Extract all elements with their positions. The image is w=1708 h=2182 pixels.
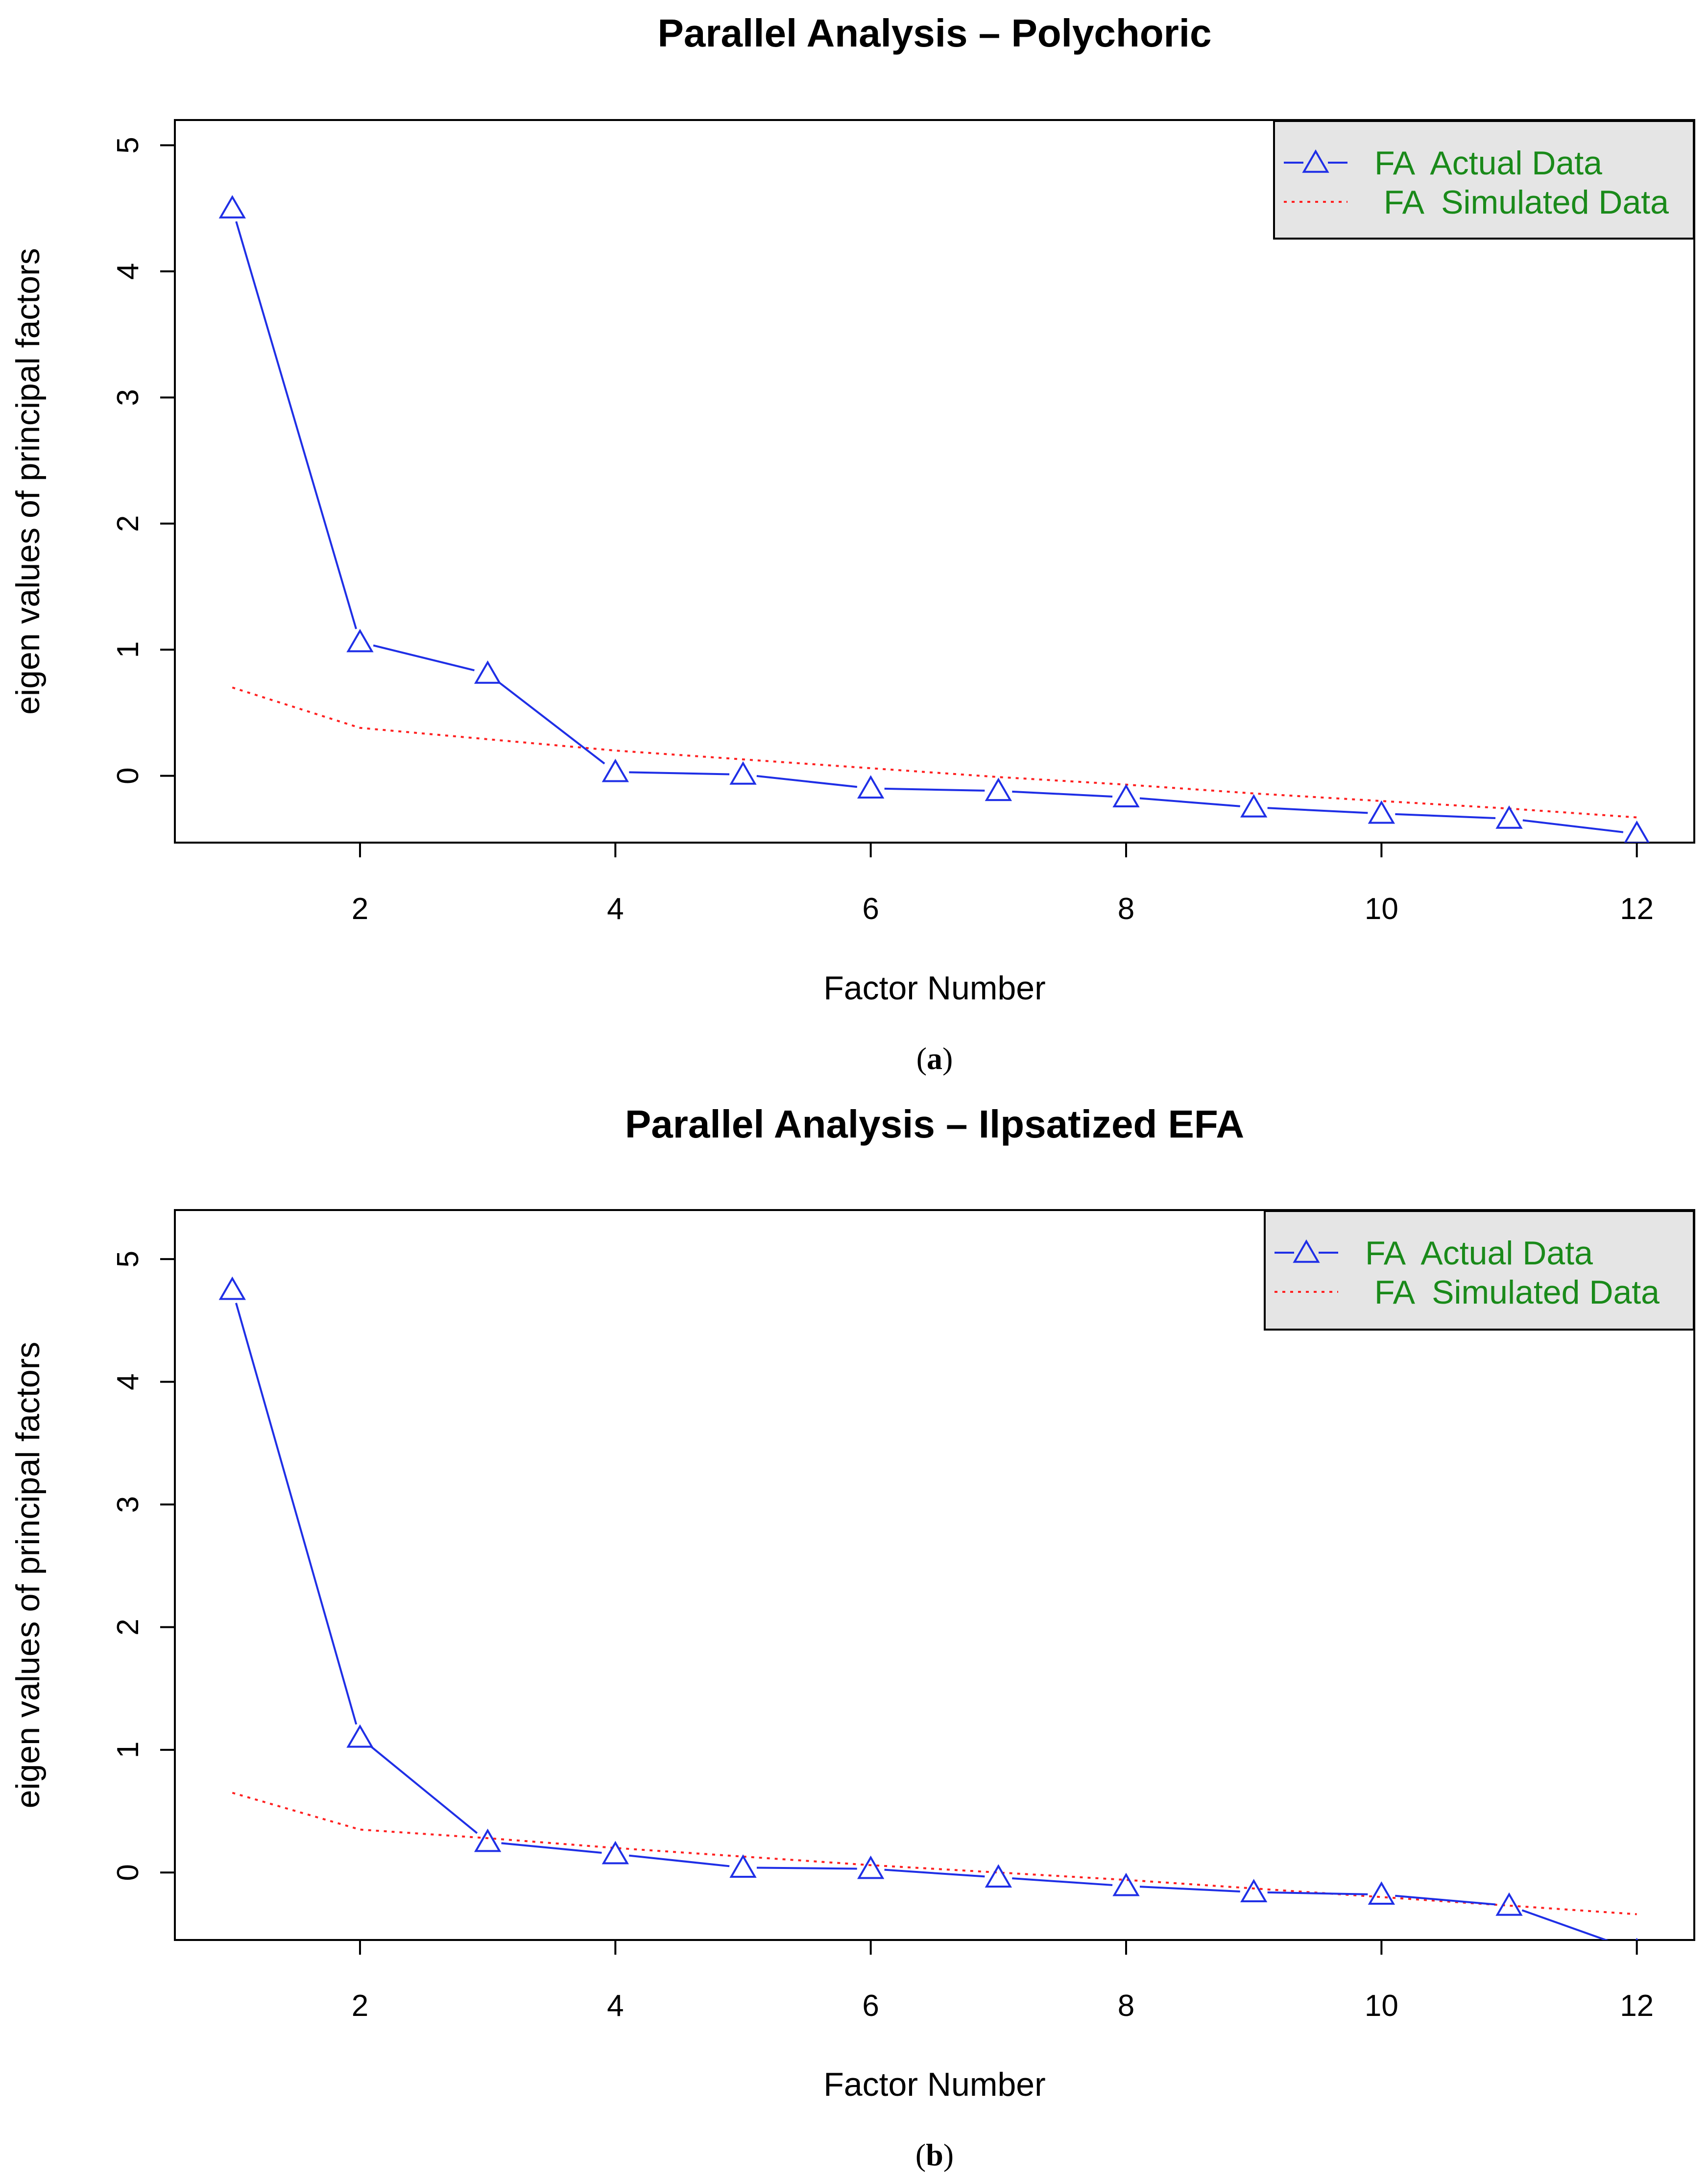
actual-data-segment <box>1139 1886 1240 1892</box>
actual-data-segment <box>498 681 605 765</box>
actual-data-segment <box>629 771 730 776</box>
actual-data-point <box>601 758 629 782</box>
legend-entry-actual: FA Actual Data <box>1365 1235 1593 1272</box>
y-tick-label: 1 <box>111 641 145 658</box>
legend-box <box>1264 1210 1695 1331</box>
actual-data-segment <box>1139 797 1240 807</box>
actual-data-point <box>985 777 1012 801</box>
actual-data-segment <box>370 1745 478 1834</box>
actual-data-point <box>1240 794 1268 818</box>
actual-data-segment <box>1267 807 1368 814</box>
y-tick-label: 2 <box>111 515 145 532</box>
actual-data-segment <box>1521 1909 1609 1940</box>
actual-data-segment <box>884 1868 985 1878</box>
x-tick-label: 12 <box>1620 1989 1654 2023</box>
x-tick-label: 4 <box>607 1989 624 2023</box>
x-tick-label: 10 <box>1365 892 1398 926</box>
actual-data-point <box>1495 805 1523 829</box>
plot-frame <box>174 1209 1695 1941</box>
x-tick-label: 2 <box>352 1989 368 2023</box>
actual-data-segment <box>756 775 858 788</box>
actual-data-segment <box>884 787 985 792</box>
actual-data-point <box>1112 784 1140 808</box>
legend: FA Actual Data FA Simulated Data <box>1264 1210 1695 1331</box>
legend-box <box>1273 120 1695 240</box>
actual-data-point <box>218 195 246 218</box>
x-tick-label: 8 <box>1118 892 1134 926</box>
actual-data-point <box>857 775 885 799</box>
actual-data-segment <box>1395 1894 1496 1906</box>
actual-data-point <box>1240 1879 1268 1903</box>
actual-data-point <box>729 761 757 785</box>
plot-data <box>218 195 1650 843</box>
actual-data-point <box>218 1276 246 1300</box>
plot-data <box>218 1276 1638 1940</box>
y-axis-label: eigen values of principal factors <box>9 248 47 715</box>
x-tick-label: 4 <box>607 892 624 926</box>
x-axis-label: Factor Number <box>823 970 1045 1007</box>
actual-data-point <box>729 1854 757 1878</box>
actual-data-point <box>1495 1892 1523 1916</box>
y-tick-label: 0 <box>111 1864 145 1881</box>
legend-entry-actual: FA Actual Data <box>1374 145 1602 182</box>
x-axis-label: Factor Number <box>823 2066 1045 2103</box>
y-tick-label: 3 <box>111 1496 145 1513</box>
actual-data-segment <box>1012 1877 1113 1886</box>
actual-data-point <box>346 629 374 653</box>
x-tick-label: 8 <box>1118 1989 1134 2023</box>
caption-letter: b <box>926 2137 943 2172</box>
y-tick-label: 2 <box>111 1619 145 1635</box>
actual-data-segment <box>1012 790 1113 798</box>
y-tick-label: 5 <box>111 137 145 153</box>
actual-data-segment <box>1395 813 1496 819</box>
actual-data-point <box>1624 820 1650 843</box>
y-tick-label: 1 <box>111 1742 145 1758</box>
plot-frame <box>174 119 1695 844</box>
figure-caption: (a) <box>916 1041 953 1076</box>
actual-data-segment <box>1267 1891 1368 1895</box>
actual-data-segment <box>628 1854 730 1867</box>
chart-title: Parallel Analysis – Polychoric <box>658 11 1212 55</box>
simulated-data-line <box>232 686 1637 819</box>
actual-data-point <box>346 1724 374 1748</box>
x-tick-label: 6 <box>862 1989 879 2023</box>
caption-letter: a <box>927 1041 942 1076</box>
legend-triangle-icon <box>1293 1239 1320 1263</box>
simulated-data-line <box>232 1792 1637 1915</box>
actual-data-point <box>474 1828 502 1852</box>
actual-data-point <box>1112 1872 1140 1896</box>
chart-title: Parallel Analysis – Ilpsatized EFA <box>625 1102 1244 1146</box>
actual-data-segment <box>501 1842 602 1854</box>
y-axis-label: eigen values of principal factors <box>9 1342 47 1809</box>
y-tick-label: 0 <box>111 767 145 784</box>
actual-data-point <box>601 1841 629 1865</box>
y-tick-label: 4 <box>111 263 145 280</box>
actual-data-segment <box>235 221 357 630</box>
x-tick-label: 2 <box>352 892 368 926</box>
y-tick-label: 4 <box>111 1373 145 1390</box>
x-tick-label: 6 <box>862 892 879 926</box>
actual-data-point <box>1368 1881 1395 1905</box>
legend-triangle-icon <box>1302 149 1329 173</box>
actual-data-segment <box>1522 819 1624 833</box>
actual-data-point <box>857 1855 885 1879</box>
x-tick-label: 12 <box>1620 892 1654 926</box>
legend-entry-simulated: FA Simulated Data <box>1365 1274 1660 1311</box>
legend: FA Actual Data FA Simulated Data <box>1273 120 1695 240</box>
actual-data-point <box>474 660 502 684</box>
actual-data-segment <box>235 1303 358 1725</box>
x-tick-label: 10 <box>1365 1989 1398 2023</box>
actual-data-segment <box>373 644 475 672</box>
figure-caption: (b) <box>915 2137 954 2172</box>
actual-data-point <box>1368 800 1395 824</box>
y-tick-label: 3 <box>111 389 145 406</box>
y-tick-label: 5 <box>111 1251 145 1267</box>
actual-data-point <box>985 1864 1012 1888</box>
actual-data-segment <box>756 1867 857 1870</box>
legend-entry-simulated: FA Simulated Data <box>1374 184 1669 221</box>
